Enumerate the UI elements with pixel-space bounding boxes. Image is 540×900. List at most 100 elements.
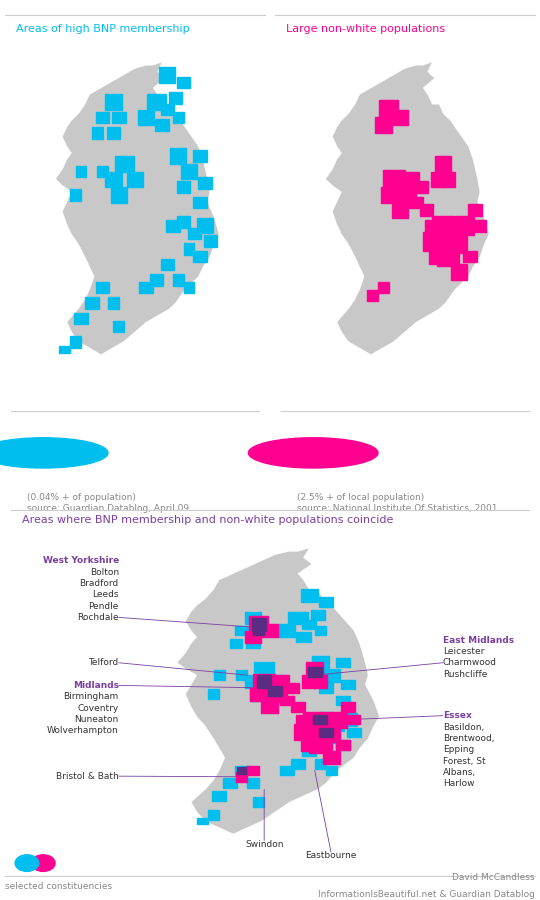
Bar (159, 67, 176, 83)
Bar (252, 626, 266, 635)
Bar (247, 778, 259, 788)
Bar (249, 616, 268, 633)
Text: selected constituencies: selected constituencies (5, 882, 112, 891)
Bar (108, 297, 119, 309)
Bar (280, 766, 294, 775)
Bar (302, 619, 316, 629)
Bar (375, 117, 391, 133)
Bar (177, 216, 190, 228)
Bar (156, 120, 168, 130)
Bar (193, 150, 206, 162)
Bar (301, 739, 318, 752)
Bar (330, 721, 344, 731)
Bar (250, 688, 267, 700)
Bar (394, 185, 416, 204)
Bar (184, 282, 194, 293)
Bar (235, 766, 249, 775)
Bar (253, 797, 264, 807)
Bar (70, 336, 81, 347)
Bar (173, 274, 184, 285)
Text: Bradford: Bradford (79, 579, 119, 588)
Bar (315, 760, 326, 769)
Bar (308, 667, 322, 677)
Bar (341, 702, 355, 712)
Bar (127, 172, 143, 187)
Bar (312, 656, 329, 669)
Bar (440, 230, 467, 253)
Bar (306, 662, 323, 675)
Bar (296, 633, 310, 642)
Text: Areas of high BNP membership: Areas of high BNP membership (16, 24, 190, 34)
Bar (208, 689, 219, 699)
Bar (308, 715, 322, 724)
Bar (426, 220, 438, 231)
Text: Essex: Essex (443, 711, 471, 720)
Bar (347, 727, 361, 737)
Bar (315, 626, 326, 635)
Bar (111, 187, 127, 202)
Text: Epping: Epping (443, 745, 474, 754)
Text: West Yorkshire: West Yorkshire (43, 556, 119, 565)
Bar (312, 723, 340, 742)
Bar (392, 110, 408, 125)
Bar (231, 639, 242, 648)
Bar (199, 177, 212, 189)
Text: Telford: Telford (89, 658, 119, 667)
Bar (193, 197, 206, 208)
Polygon shape (177, 548, 379, 834)
Bar (113, 320, 124, 332)
Bar (76, 166, 86, 177)
Text: East Midlands: East Midlands (443, 635, 514, 644)
Bar (105, 94, 122, 110)
Text: Rushcliffe: Rushcliffe (443, 670, 487, 679)
Bar (437, 247, 459, 266)
Bar (184, 243, 194, 255)
Bar (402, 172, 418, 187)
Bar (224, 778, 238, 788)
Bar (310, 610, 325, 619)
Bar (285, 683, 299, 693)
Bar (257, 675, 271, 688)
Bar (288, 612, 308, 625)
Bar (451, 265, 467, 280)
Circle shape (31, 855, 55, 871)
Bar (70, 189, 81, 201)
Bar (246, 639, 260, 648)
Bar (181, 164, 197, 179)
Bar (420, 204, 434, 216)
Bar (105, 172, 122, 187)
Bar (150, 274, 163, 285)
Bar (254, 662, 274, 675)
Bar (238, 767, 246, 774)
Text: Bolton: Bolton (90, 568, 119, 577)
Bar (336, 696, 350, 706)
Bar (204, 236, 217, 247)
Bar (278, 625, 295, 637)
Bar (177, 76, 190, 88)
Text: Leicester: Leicester (443, 647, 484, 656)
Bar (378, 282, 389, 293)
Bar (59, 346, 70, 354)
Bar (97, 166, 108, 177)
Bar (429, 249, 445, 265)
Bar (291, 760, 305, 769)
Bar (336, 740, 350, 750)
Bar (326, 734, 337, 743)
Bar (261, 625, 278, 637)
Bar (463, 251, 476, 263)
Circle shape (248, 437, 378, 468)
Polygon shape (326, 62, 489, 355)
Bar (85, 297, 98, 309)
Bar (166, 220, 179, 231)
Bar (197, 818, 208, 824)
Bar (415, 181, 428, 193)
Bar (313, 715, 327, 724)
Bar (309, 737, 332, 753)
Bar (208, 810, 219, 820)
Bar (168, 92, 183, 104)
Text: Pendle: Pendle (89, 601, 119, 610)
Bar (138, 110, 154, 125)
Bar (313, 675, 327, 688)
Text: Swindon: Swindon (245, 840, 284, 849)
Bar (268, 687, 282, 696)
